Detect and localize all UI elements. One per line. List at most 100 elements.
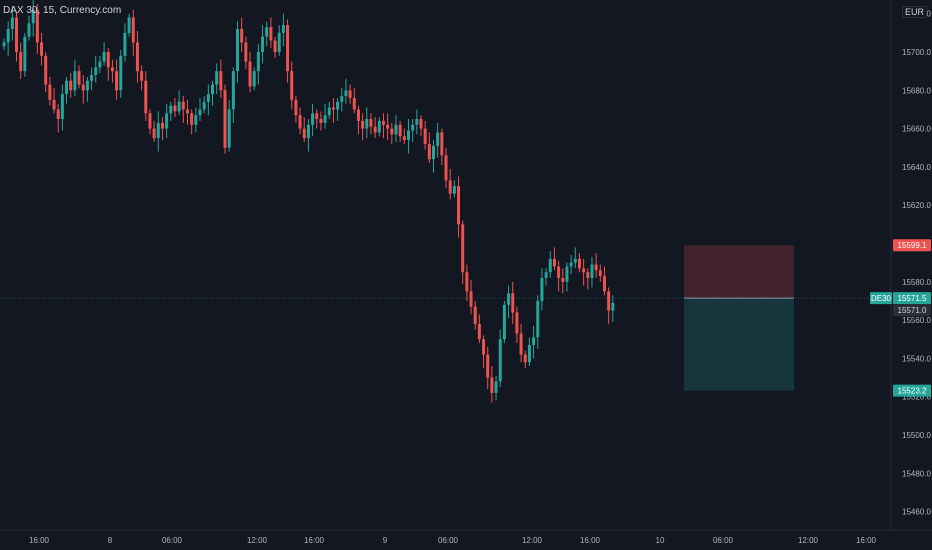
candle-body xyxy=(111,67,114,71)
candle-body xyxy=(382,121,385,125)
candle-body xyxy=(415,119,418,125)
x-tick-label: 06:00 xyxy=(438,536,459,545)
candle-body xyxy=(274,41,277,52)
candle-body xyxy=(365,119,368,129)
y-tick-label: 15700.0 xyxy=(902,48,931,57)
stop-loss-zone xyxy=(684,245,794,298)
candle-body xyxy=(98,62,101,68)
candle-body xyxy=(403,136,406,140)
candle-body xyxy=(420,119,423,129)
candle-body xyxy=(44,56,47,85)
chart-title: DAX 30, 15, Currency.com xyxy=(3,5,121,16)
candle-body xyxy=(224,90,227,147)
candle-body xyxy=(457,186,460,224)
candle-body xyxy=(449,180,452,193)
candle-body xyxy=(299,115,302,128)
x-tick-label: 10 xyxy=(656,536,665,545)
last-price-label: 15571.5 DE30 xyxy=(870,292,931,304)
candle-body xyxy=(440,132,443,155)
candle-body xyxy=(378,121,381,132)
candle-body xyxy=(495,381,498,392)
x-axis-ticks: 16:00 8 06:00 12:00 16:00 9 06:00 12:00 16:00 10 0… xyxy=(29,536,877,545)
y-tick-label: 15660.0 xyxy=(902,125,931,134)
symbol-badge-text: DE30 xyxy=(871,294,892,303)
x-tick-label: 16:00 xyxy=(856,536,877,545)
candle-body xyxy=(524,355,527,363)
candle-body xyxy=(590,265,593,278)
candle-body xyxy=(119,56,122,90)
candle-body xyxy=(319,119,322,123)
candle-body xyxy=(90,75,93,81)
candle-body xyxy=(265,27,268,37)
candle-body xyxy=(390,129,393,135)
candle-body xyxy=(528,345,531,362)
candle-body xyxy=(165,113,168,128)
candle-body xyxy=(269,27,272,40)
candle-body xyxy=(586,272,589,278)
candle-body xyxy=(173,106,176,112)
candle-body xyxy=(103,52,106,62)
candle-body xyxy=(394,125,397,135)
candle-body xyxy=(611,303,614,311)
candle-body xyxy=(332,108,335,110)
y-axis-ticks: 15700.015680.015660.015640.015620.015580… xyxy=(902,10,931,517)
candle-body xyxy=(353,98,356,109)
target-price-label-text: 15523.2 xyxy=(898,387,927,396)
x-tick-label: 8 xyxy=(108,536,113,545)
candle-body xyxy=(261,37,264,52)
candle-body xyxy=(549,259,552,272)
x-tick-label: 12:00 xyxy=(522,536,543,545)
candle-body xyxy=(424,129,427,144)
last-price-label-text: 15571.5 xyxy=(898,294,927,303)
candle-body xyxy=(140,71,143,81)
candle-body xyxy=(315,113,318,119)
take-profit-zone xyxy=(684,298,794,390)
y-tick-label: 15540.0 xyxy=(902,354,931,363)
candle-body xyxy=(369,119,372,127)
candle-body xyxy=(428,144,431,159)
candle-body xyxy=(407,131,410,141)
candle-body xyxy=(53,100,56,110)
y-tick-label: 15500.0 xyxy=(902,431,931,440)
x-tick-label: 12:00 xyxy=(247,536,268,545)
candle-body xyxy=(48,85,51,100)
currency-badge[interactable]: EUR xyxy=(902,6,927,18)
x-tick-label: 12:00 xyxy=(798,536,819,545)
candle-body xyxy=(336,102,339,110)
candle-body xyxy=(7,29,10,42)
candle-body xyxy=(178,102,181,112)
candle-body xyxy=(361,121,364,129)
candle-body xyxy=(607,291,610,310)
candle-body xyxy=(490,378,493,393)
y-tick-label: 15680.0 xyxy=(902,86,931,95)
y-tick-label: 15560.0 xyxy=(902,316,931,325)
candle-body xyxy=(470,291,473,306)
candle-body xyxy=(411,125,414,131)
candle-body xyxy=(478,324,481,339)
candle-body xyxy=(15,18,18,52)
candle-body xyxy=(453,186,456,194)
candle-body xyxy=(399,125,402,136)
candle-body xyxy=(182,102,185,110)
candle-body xyxy=(128,18,131,33)
candle-body xyxy=(570,263,573,267)
candle-body xyxy=(198,109,201,115)
y-tick-label: 15640.0 xyxy=(902,163,931,172)
candle-body xyxy=(86,81,89,91)
x-tick-label: 16:00 xyxy=(580,536,601,545)
candle-body xyxy=(61,94,64,119)
candle-body xyxy=(144,81,147,114)
target-price-label: 15523.2 xyxy=(893,385,931,397)
candle-body xyxy=(565,266,568,281)
candle-body xyxy=(503,305,506,339)
candle-body xyxy=(65,81,68,94)
candle-body xyxy=(540,278,543,301)
candle-body xyxy=(340,96,343,102)
candle-body xyxy=(57,109,60,119)
candle-body xyxy=(19,52,22,71)
candles xyxy=(3,0,615,402)
candle-body xyxy=(432,146,435,159)
candle-body xyxy=(3,42,6,46)
candle-body xyxy=(595,265,598,271)
